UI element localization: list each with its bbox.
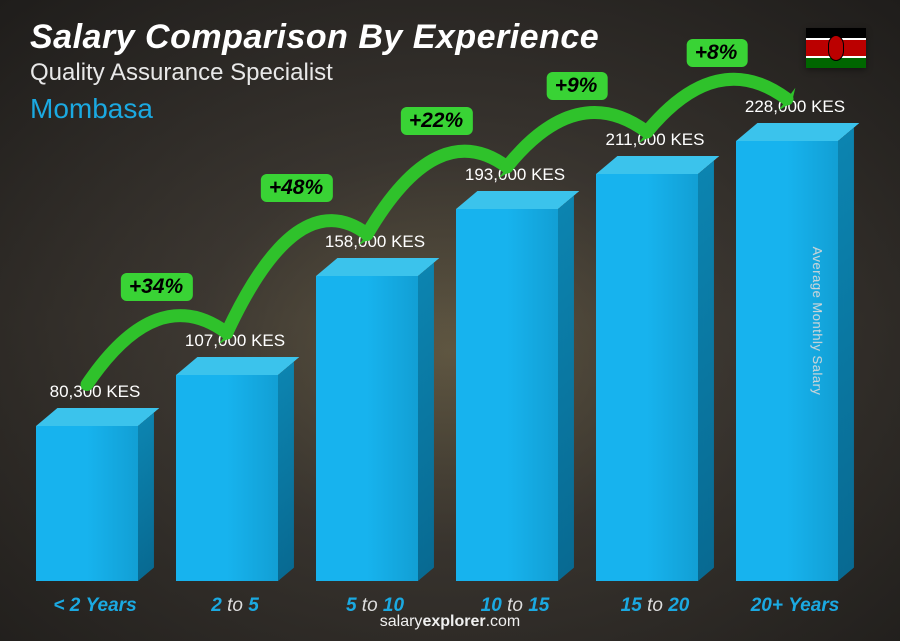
page-title: Salary Comparison By Experience xyxy=(30,18,870,57)
footer-suffix: explorer xyxy=(422,613,485,630)
footer-credit: salaryexplorer.com xyxy=(0,613,900,631)
page-subtitle: Quality Assurance Specialist xyxy=(30,59,870,87)
pct-change-badge: +34% xyxy=(121,273,193,301)
salary-bar-chart: 80,300 KES< 2 Years107,000 KES2 to 5158,… xyxy=(30,101,860,581)
bar-value-label: 80,300 KES xyxy=(50,382,141,402)
bar-slot: 228,000 KES20+ Years xyxy=(730,101,860,581)
bar-slot: 211,000 KES15 to 20 xyxy=(590,101,720,581)
bar xyxy=(170,375,300,581)
bar-slot: 107,000 KES2 to 5 xyxy=(170,101,300,581)
pct-change-badge: +48% xyxy=(261,174,333,202)
footer-prefix: salary xyxy=(380,613,423,630)
bar xyxy=(310,276,440,581)
header: Salary Comparison By Experience Quality … xyxy=(30,18,870,125)
bar-value-label: 158,000 KES xyxy=(325,232,425,252)
y-axis-label: Average Monthly Salary xyxy=(810,246,825,395)
bar-value-label: 107,000 KES xyxy=(185,331,285,351)
bar-value-label: 193,000 KES xyxy=(465,165,565,185)
bar-slot: 193,000 KES10 to 15 xyxy=(450,101,580,581)
bar xyxy=(30,426,160,581)
bar-slot: 158,000 KES5 to 10 xyxy=(310,101,440,581)
bar xyxy=(450,209,580,581)
footer-domain: .com xyxy=(486,613,521,630)
pct-change-label: +48% xyxy=(261,174,333,202)
bar xyxy=(590,174,720,581)
location-label: Mombasa xyxy=(30,93,870,125)
bar xyxy=(730,141,860,581)
bar-slot: 80,300 KES< 2 Years xyxy=(30,101,160,581)
bar-value-label: 211,000 KES xyxy=(606,130,705,150)
pct-change-label: +34% xyxy=(121,273,193,301)
